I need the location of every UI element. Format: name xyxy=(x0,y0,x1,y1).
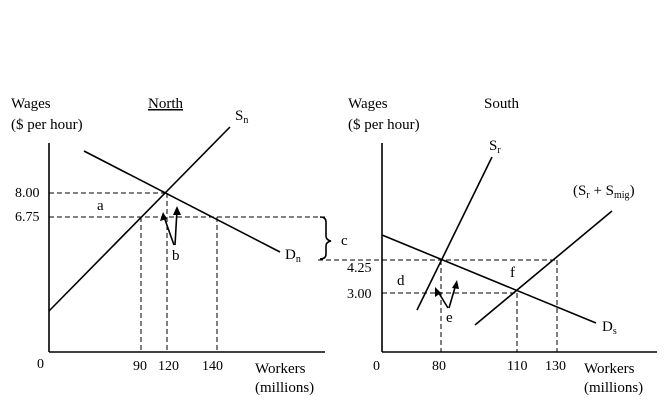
south-x-tick-130: 130 xyxy=(545,359,566,374)
north-x-tick-140: 140 xyxy=(202,359,223,374)
north-y-tick-8.00: 8.00 xyxy=(15,186,40,201)
north-x-axis-label-2: (millions) xyxy=(255,380,314,396)
south-area-e: e xyxy=(446,310,453,326)
north-area-a: a xyxy=(97,198,104,214)
south-y-tick-3.00: 3.00 xyxy=(347,287,372,302)
south-combined-supply-label: (Sr + Smig) xyxy=(573,183,635,201)
north-area-c: c xyxy=(341,233,348,249)
south-x-tick-80: 80 xyxy=(432,359,446,374)
south-title: South xyxy=(484,96,520,112)
south-area-d: d xyxy=(397,273,405,289)
north-x-axis-label-1: Workers xyxy=(255,361,306,377)
north-area-b: b xyxy=(172,248,180,264)
south-panel: South Wages ($ per hour) 4.25 3.00 0 80 … xyxy=(318,96,657,396)
north-supply-label: Sn xyxy=(235,108,248,126)
north-arrowhead-right xyxy=(173,206,181,215)
north-demand-curve xyxy=(83,150,281,253)
north-arrow-right xyxy=(174,209,178,246)
north-brace-c xyxy=(319,216,332,260)
north-x-tick-90: 90 xyxy=(133,359,147,374)
north-origin: 0 xyxy=(37,357,44,372)
north-demand-label: Dn xyxy=(285,247,301,265)
north-supply-curve xyxy=(48,126,231,312)
south-arrowhead-left xyxy=(435,287,441,297)
north-y-tick-6.75: 6.75 xyxy=(15,210,40,225)
south-combined-supply-curve xyxy=(474,210,613,326)
north-title: North xyxy=(148,96,183,112)
north-x-tick-120: 120 xyxy=(158,359,179,374)
south-y-tick-4.25: 4.25 xyxy=(347,261,372,276)
south-demand-curve xyxy=(381,234,597,324)
south-supply-curve xyxy=(416,156,493,311)
south-y-axis-label-1: Wages xyxy=(348,96,388,112)
south-x-tick-110: 110 xyxy=(507,359,527,374)
south-x-axis-label-2: (millions) xyxy=(584,380,643,396)
south-origin: 0 xyxy=(373,359,380,374)
south-demand-label: Ds xyxy=(602,319,617,337)
north-y-axis-label-2: ($ per hour) xyxy=(11,117,83,133)
south-arrowhead-right xyxy=(452,280,459,289)
south-area-f: f xyxy=(510,265,515,281)
south-x-axis-label-1: Workers xyxy=(584,361,635,377)
north-panel: North Wages ($ per hour) 8.00 6.75 0 90 … xyxy=(11,96,348,396)
north-y-axis-label-1: Wages xyxy=(11,96,51,112)
south-supply-label: Sr xyxy=(489,138,501,156)
north-arrowhead-left xyxy=(160,212,167,221)
south-y-axis-label-2: ($ per hour) xyxy=(348,117,420,133)
